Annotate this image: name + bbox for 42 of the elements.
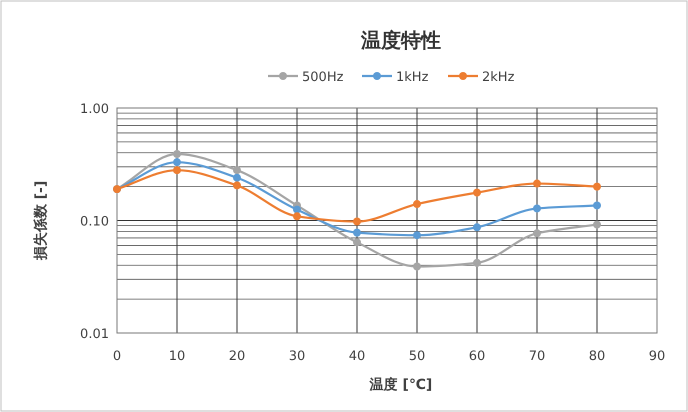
point: [473, 188, 481, 197]
point: [353, 228, 361, 237]
x-axis-title: 温度 [℃]: [368, 376, 432, 393]
x-tick-label: 20: [228, 349, 246, 364]
chart-title: 温度特性: [360, 28, 441, 52]
point: [533, 180, 541, 188]
point: [233, 166, 241, 174]
point: [173, 158, 181, 166]
point: [233, 174, 241, 182]
x-tick-label: 10: [168, 349, 186, 364]
y-tick-label: 1.00: [80, 102, 109, 117]
point: [533, 229, 541, 238]
legend-label: 1kHz: [396, 70, 429, 85]
point: [413, 231, 421, 240]
x-tick-label: 70: [528, 349, 546, 364]
x-tick-label: 30: [288, 349, 306, 364]
point: [473, 223, 481, 232]
point: [593, 220, 601, 229]
x-tick-label: 50: [408, 349, 426, 364]
point: [413, 262, 421, 271]
point: [173, 166, 181, 174]
y-tick-label: 0.01: [80, 327, 109, 342]
x-tick-label: 0: [112, 349, 122, 364]
point: [353, 238, 361, 246]
x-tick-label: 90: [648, 349, 666, 364]
point: [593, 201, 601, 210]
point: [233, 181, 241, 190]
y-tick-label: 0.10: [80, 214, 109, 230]
point: [473, 258, 481, 267]
legend-label: 2kHz: [482, 70, 515, 85]
x-tick-label: 40: [348, 349, 366, 364]
point: [413, 200, 421, 208]
point: [173, 150, 181, 158]
point: [293, 212, 301, 220]
x-tick-label: 80: [588, 349, 606, 364]
x-tick-label: 60: [468, 349, 486, 364]
point: [593, 182, 601, 191]
point: [353, 217, 361, 226]
y-axis-title: 損失係数 [-]: [33, 180, 49, 262]
legend-label: 500Hz: [302, 70, 344, 85]
point: [293, 206, 301, 214]
point: [533, 204, 541, 212]
